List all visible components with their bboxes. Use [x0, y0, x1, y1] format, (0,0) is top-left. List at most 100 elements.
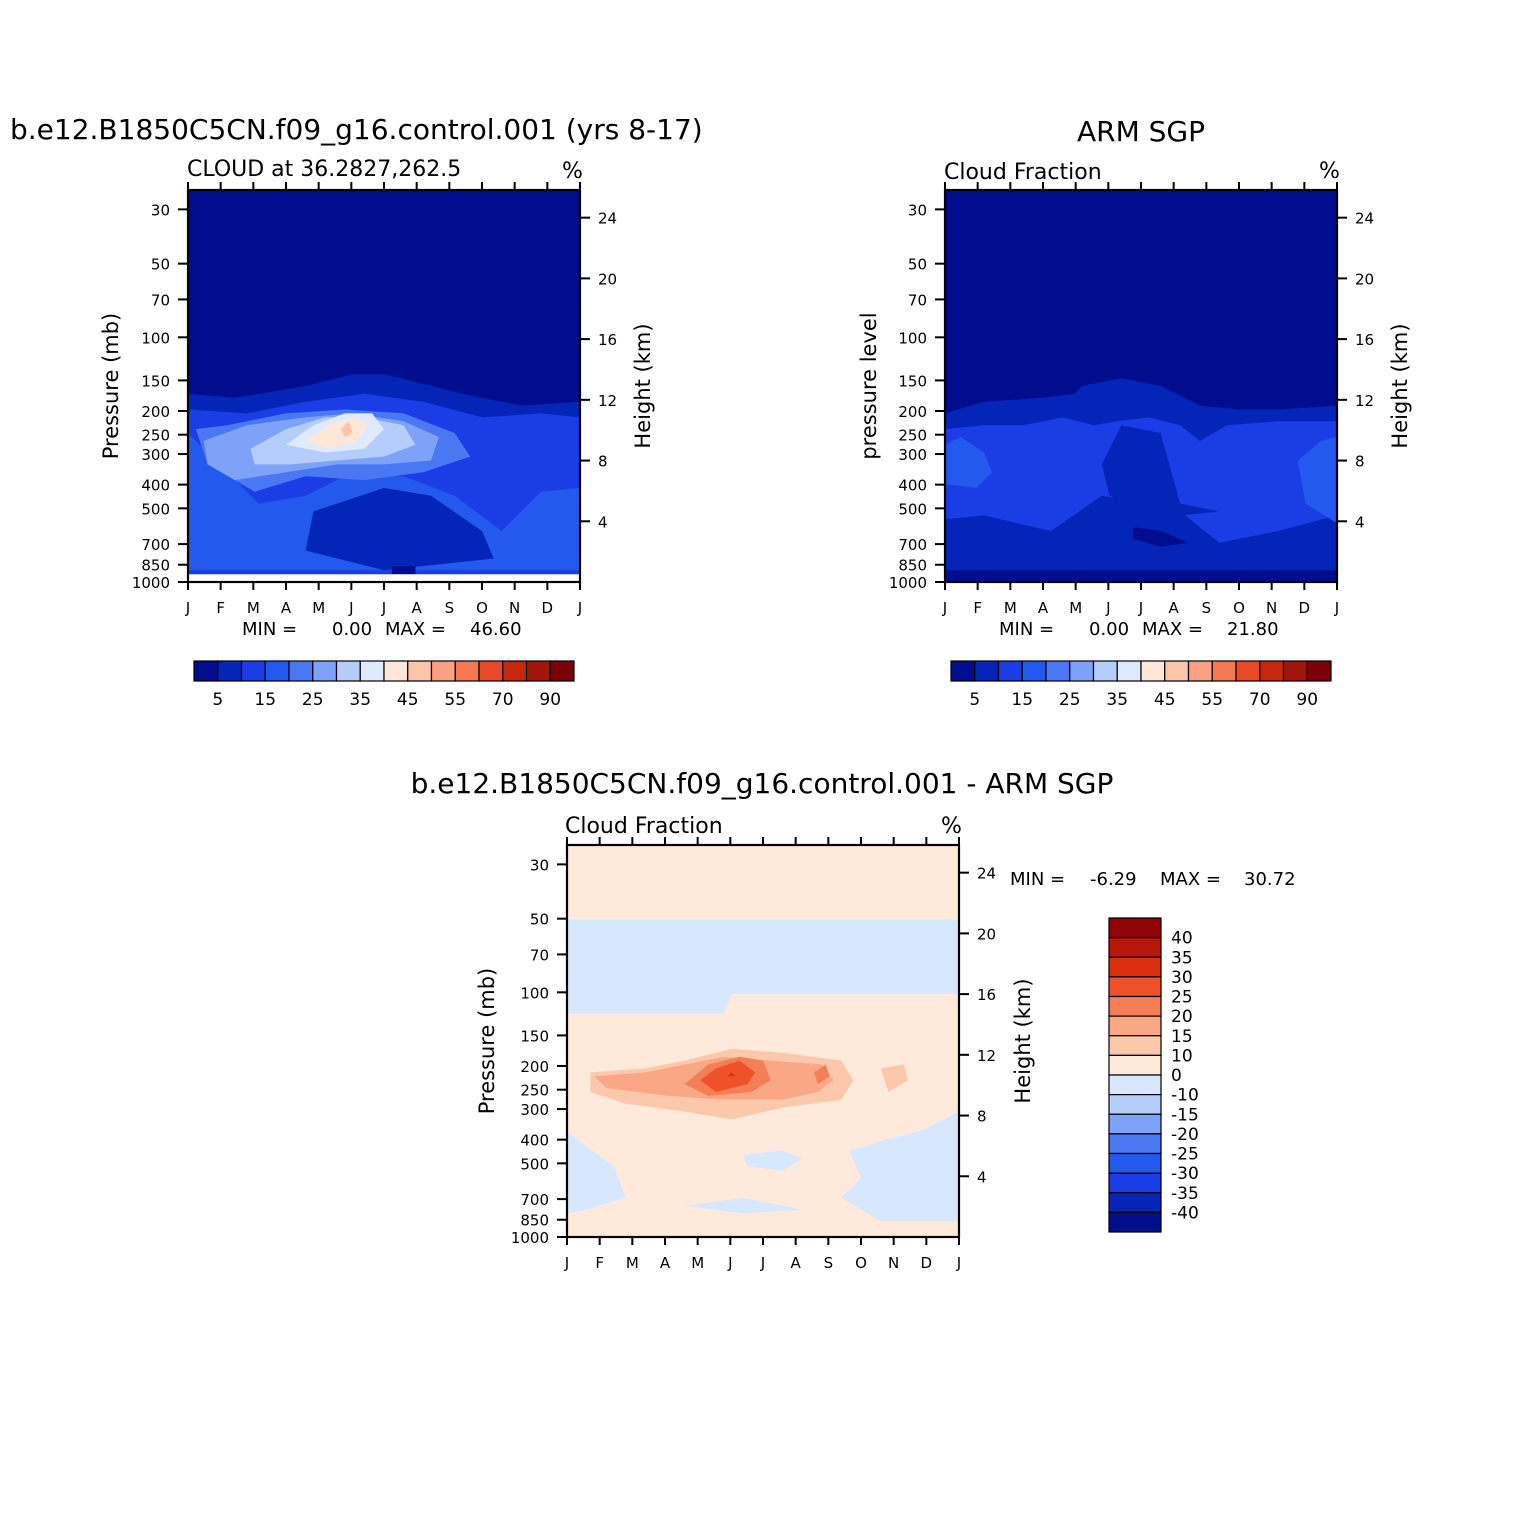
panel3-min-label: MIN = [1010, 869, 1065, 890]
colorbar-label: 70 [492, 690, 514, 710]
panel2-max-label: MAX = [1142, 619, 1203, 640]
colorbar-swatch [1164, 660, 1190, 682]
y-tick-label-left: 30 [908, 201, 927, 219]
y-tick-label-left: 70 [530, 946, 549, 964]
panel1-units: % [562, 159, 583, 184]
y-tick-label-right: 4 [977, 1168, 987, 1186]
colorbar-label: 45 [397, 690, 419, 710]
colorbar-swatch [193, 660, 219, 682]
panel1-ylabel-right: Height (km) [631, 323, 655, 448]
colorbar-swatch [525, 660, 551, 682]
y-tick-label-left: 500 [520, 1155, 549, 1173]
colorbar-swatch [1259, 660, 1285, 682]
x-tick-label: D [542, 599, 554, 617]
x-tick-label: J [760, 1254, 765, 1272]
contour-level-neg10-stratosphere [567, 919, 959, 1014]
x-tick-label: M [1004, 599, 1017, 617]
y-tick-label-left: 100 [141, 329, 170, 347]
colorbar-swatch [1108, 1074, 1162, 1096]
y-tick-label-left: 250 [898, 427, 927, 445]
panel1-min-label: MIN = [242, 619, 297, 640]
colorbar-swatch [549, 660, 575, 682]
x-tick-label: J [564, 1254, 569, 1272]
colorbar-swatch [1108, 1113, 1162, 1135]
y-tick-label-left: 250 [141, 427, 170, 445]
y-tick-label-right: 8 [977, 1108, 987, 1126]
colorbar-label: -30 [1171, 1164, 1199, 1184]
colorbar-label: -40 [1171, 1203, 1199, 1223]
colorbar-swatch [950, 660, 976, 682]
colorbar-label: 90 [539, 690, 561, 710]
y-tick-label-left: 1000 [132, 574, 170, 592]
colorbar-label: 35 [349, 690, 371, 710]
panel1-min-value: 0.00 [332, 619, 372, 640]
colorbar-label: 30 [1171, 968, 1193, 988]
panel3-subtitle: Cloud Fraction [565, 814, 723, 839]
x-tick-label: D [1299, 599, 1311, 617]
x-tick-label: N [1266, 599, 1277, 617]
x-tick-label: J [577, 599, 582, 617]
colorbar-swatch [430, 660, 456, 682]
x-tick-label: J [1105, 599, 1110, 617]
y-tick-label-left: 400 [520, 1132, 549, 1150]
x-tick-label: F [595, 1254, 604, 1272]
y-tick-label-left: 150 [520, 1027, 549, 1045]
colorbar-swatch [1211, 660, 1237, 682]
y-tick-label-right: 20 [977, 925, 996, 943]
colorbar-label: -20 [1171, 1125, 1199, 1145]
y-tick-label-left: 200 [898, 403, 927, 421]
colorbar-label: 5 [969, 690, 980, 710]
panel2-max-value: 21.80 [1227, 619, 1279, 640]
x-tick-label: J [727, 1254, 732, 1272]
colorbar-label: -15 [1171, 1105, 1199, 1125]
panel3-max-label: MAX = [1160, 869, 1221, 890]
colorbar-swatch [312, 660, 338, 682]
colorbar-swatch [1108, 1094, 1162, 1115]
colorbar-swatch [217, 660, 243, 682]
y-tick-label-right: 12 [598, 392, 617, 410]
x-tick-label: J [942, 599, 947, 617]
colorbar-swatch [478, 660, 504, 682]
contour-level-5-mid [1101, 425, 1220, 520]
x-tick-label: A [1169, 599, 1180, 617]
panel3-ylabel-right: Height (km) [1011, 978, 1035, 1103]
x-tick-label: F [973, 599, 982, 617]
panel3-max-value: 30.72 [1244, 869, 1296, 890]
colorbar-label: 5 [212, 690, 223, 710]
axes-layer: J F M A M J J A S O N D J305070100150200250300400500… [132, 182, 1374, 1272]
x-tick-label: F [216, 599, 225, 617]
contour-level-0-surface [945, 570, 1337, 579]
x-tick-label: M [1069, 599, 1082, 617]
x-tick-label: D [921, 1254, 933, 1272]
panel2-ylabel-right: Height (km) [1388, 323, 1412, 448]
y-tick-label-left: 300 [520, 1101, 549, 1119]
colorbar-swatch [1108, 1172, 1162, 1194]
x-tick-label: S [445, 599, 455, 617]
colorbar-swatch [335, 660, 361, 682]
panel1-max-label: MAX = [385, 619, 446, 640]
colorbar-label: 55 [1201, 690, 1223, 710]
y-tick-label-left: 1000 [511, 1229, 549, 1247]
x-tick-label: J [1138, 599, 1143, 617]
colorbar-swatch [1108, 1152, 1162, 1174]
colorbar-swatch [1108, 937, 1162, 958]
colorbar-label: 90 [1296, 690, 1318, 710]
colorbar-swatch [1187, 660, 1213, 682]
x-tick-label: J [1334, 599, 1339, 617]
colorbar-label: 20 [1171, 1007, 1193, 1027]
contour-level-neg10-east [841, 1111, 959, 1222]
colorbar-swatch [997, 660, 1023, 682]
y-tick-label-left: 50 [908, 256, 927, 274]
contour-missing-surface [188, 574, 580, 582]
x-tick-label: N [888, 1254, 899, 1272]
y-tick-label-left: 50 [151, 256, 170, 274]
colorbar-swatch [288, 660, 314, 682]
y-tick-label-right: 20 [598, 270, 617, 288]
x-tick-label: A [1038, 599, 1049, 617]
x-tick-label: O [855, 1254, 867, 1272]
colorbar-label: -25 [1171, 1145, 1199, 1165]
